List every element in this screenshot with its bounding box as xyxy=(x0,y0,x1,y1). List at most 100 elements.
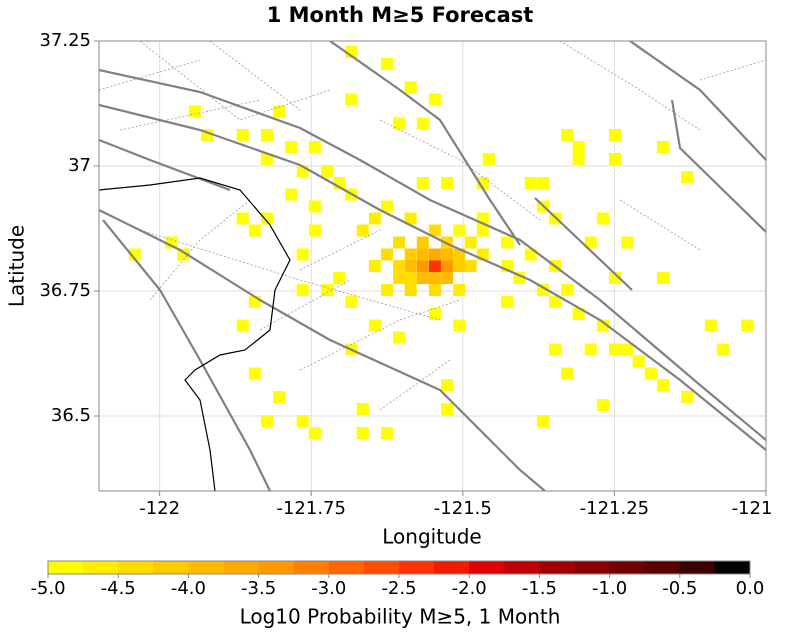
cell xyxy=(236,129,249,141)
colorbar-segment xyxy=(223,561,260,574)
cell xyxy=(320,165,333,177)
cell xyxy=(236,212,249,225)
cell xyxy=(716,343,729,356)
cell xyxy=(609,343,622,356)
cell xyxy=(260,212,273,225)
cell xyxy=(584,236,597,249)
cell xyxy=(453,224,466,237)
cell xyxy=(356,427,369,439)
cell xyxy=(248,224,261,237)
colorbar-segment xyxy=(539,561,575,574)
cell xyxy=(453,260,466,272)
cell xyxy=(404,248,417,261)
cell xyxy=(128,248,141,261)
cell xyxy=(381,58,394,70)
colorbar-tick-label: -2.5 xyxy=(381,578,416,599)
map-lines xyxy=(99,41,766,491)
colorbar-segment xyxy=(469,561,505,574)
colorbar-segment xyxy=(258,561,295,574)
cell xyxy=(584,343,597,356)
cell xyxy=(333,272,346,284)
cell xyxy=(404,212,417,225)
cell xyxy=(476,177,489,189)
cell xyxy=(428,93,441,106)
colorbar-tick-label: -2.0 xyxy=(452,578,487,599)
cell xyxy=(285,141,298,153)
colorbar-segment xyxy=(153,561,189,574)
cell xyxy=(596,319,609,332)
cell xyxy=(393,236,406,249)
colorbar-tick-label: -4.5 xyxy=(101,578,136,599)
cell xyxy=(524,177,537,189)
cell xyxy=(273,105,286,118)
cell xyxy=(236,319,249,332)
cell xyxy=(308,200,321,213)
cell xyxy=(536,284,549,296)
cell xyxy=(656,141,669,153)
cell xyxy=(441,177,454,189)
cell xyxy=(704,319,717,332)
cell xyxy=(296,284,309,296)
colorbar-segment xyxy=(328,561,365,574)
cell xyxy=(548,343,561,356)
cell xyxy=(345,296,358,308)
cell xyxy=(621,236,634,249)
cell xyxy=(416,236,429,249)
y-axis-title: Latitude xyxy=(5,225,29,307)
cell xyxy=(596,399,609,411)
cell xyxy=(428,308,441,320)
cell xyxy=(416,248,429,261)
cell xyxy=(428,272,441,284)
cell xyxy=(441,272,454,284)
colorbar-segment xyxy=(399,561,435,574)
colorbar-segment xyxy=(679,561,716,574)
cell xyxy=(681,391,694,403)
cell xyxy=(609,153,622,165)
x-axis-title: Longitude xyxy=(382,525,481,549)
cell xyxy=(404,272,417,284)
colorbar-segment xyxy=(293,561,330,574)
colorbar-tick-label: -4.0 xyxy=(171,578,206,599)
cell xyxy=(561,129,574,141)
cell xyxy=(561,367,574,380)
colorbar-segment xyxy=(714,561,751,574)
cell xyxy=(260,153,273,165)
cell xyxy=(609,129,622,141)
cell xyxy=(368,319,381,332)
colorbar-title: Log10 Probability M≥5, 1 Month xyxy=(240,605,561,629)
colorbar-segment xyxy=(644,561,681,574)
cell xyxy=(393,260,406,272)
cell xyxy=(404,260,417,272)
cell xyxy=(681,171,694,183)
cell xyxy=(381,248,394,261)
cell xyxy=(501,296,514,308)
y-tick-label: 37.25 xyxy=(39,30,91,51)
cell xyxy=(345,93,358,106)
cell xyxy=(296,248,309,261)
cell xyxy=(572,308,585,320)
cell xyxy=(416,177,429,189)
cell xyxy=(453,284,466,296)
cell xyxy=(464,236,477,249)
cell xyxy=(441,379,454,391)
plot-frame xyxy=(98,40,767,492)
cell xyxy=(453,319,466,332)
heatmap xyxy=(128,46,754,439)
colorbar-segment xyxy=(48,561,84,574)
cell xyxy=(548,296,561,308)
cell xyxy=(260,129,273,141)
cell xyxy=(441,403,454,415)
cell xyxy=(441,248,454,261)
cell xyxy=(609,272,622,284)
colorbar-tick-label: -3.5 xyxy=(241,578,276,599)
cell xyxy=(416,117,429,130)
x-tick-label: -121.25 xyxy=(580,498,649,519)
cell xyxy=(356,403,369,415)
cell xyxy=(644,367,657,380)
cell xyxy=(428,284,441,296)
cell xyxy=(308,224,321,237)
colorbar-tick-label: -3.0 xyxy=(311,578,346,599)
cell xyxy=(536,177,549,189)
cell xyxy=(404,81,417,94)
